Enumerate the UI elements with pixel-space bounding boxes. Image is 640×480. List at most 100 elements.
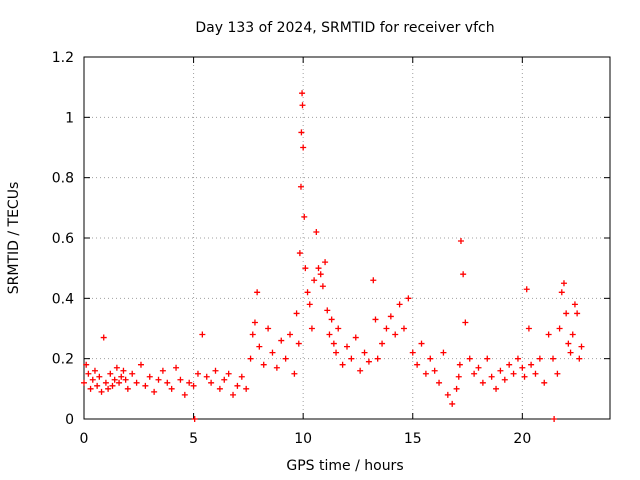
data-point: [330, 340, 337, 347]
data-point: [299, 90, 306, 97]
data-point: [521, 373, 528, 380]
data-point: [146, 373, 153, 380]
data-point: [556, 325, 563, 332]
data-point: [400, 325, 407, 332]
data-point: [514, 355, 521, 362]
axis-ticks: 0 0.2 0.4 0.6 0.8 1 1.2 0 5 10 15 20: [52, 50, 610, 447]
y-tick-label: 0.4: [52, 291, 74, 307]
data-point: [422, 370, 429, 377]
data-point: [168, 385, 175, 392]
data-point: [191, 416, 198, 422]
data-point: [344, 343, 350, 350]
data-point: [462, 319, 469, 326]
data-point: [578, 343, 585, 350]
data-point: [124, 385, 131, 392]
data-point: [287, 331, 294, 338]
data-point: [199, 331, 206, 338]
data-point: [190, 382, 197, 389]
data-point: [536, 355, 543, 362]
data-point: [379, 340, 386, 347]
data-point: [383, 325, 390, 332]
data-point: [87, 385, 94, 392]
data-point: [571, 301, 578, 308]
data-point: [387, 313, 394, 320]
data-point: [142, 382, 149, 389]
data-point: [212, 367, 219, 374]
data-point: [315, 265, 322, 272]
data-point: [300, 144, 307, 151]
data-point: [545, 331, 552, 338]
data-point: [234, 382, 241, 389]
data-point: [506, 361, 513, 368]
data-point: [111, 376, 118, 383]
data-point: [291, 370, 298, 377]
data-point: [488, 373, 495, 380]
data-point: [501, 376, 508, 383]
data-point: [372, 316, 379, 323]
data-point: [116, 379, 123, 386]
data-point: [576, 355, 583, 362]
data-point: [173, 364, 180, 371]
data-point: [374, 355, 381, 362]
x-tick-label: 0: [80, 431, 89, 447]
data-point: [96, 373, 103, 380]
data-point: [298, 129, 305, 136]
data-point: [528, 361, 535, 368]
data-point: [81, 379, 87, 386]
data-point: [155, 376, 162, 383]
data-point: [98, 388, 105, 395]
data-point: [91, 367, 98, 374]
data-point: [352, 334, 359, 341]
y-tick-label: 0.8: [52, 171, 74, 187]
data-point: [278, 337, 285, 344]
data-point: [497, 367, 504, 374]
data-point: [249, 331, 256, 338]
data-point: [396, 301, 403, 308]
data-point: [243, 385, 250, 392]
data-point: [296, 250, 303, 257]
data-point: [319, 283, 326, 290]
data-point: [324, 307, 331, 314]
x-tick-label: 15: [404, 431, 422, 447]
data-point: [569, 331, 576, 338]
data-point: [304, 289, 311, 296]
data-point: [455, 373, 462, 380]
data-point: [563, 310, 570, 317]
data-point: [574, 310, 581, 317]
data-point: [333, 349, 340, 356]
data-point: [460, 271, 467, 278]
data-point: [89, 376, 96, 383]
grid: [84, 57, 610, 419]
data-point: [550, 355, 557, 362]
data-point: [560, 280, 567, 287]
data-point: [370, 277, 377, 284]
data-point: [133, 379, 140, 386]
data-point: [405, 295, 412, 302]
data-point: [297, 183, 304, 190]
data-point: [122, 376, 129, 383]
data-point: [519, 364, 526, 371]
data-point: [427, 355, 434, 362]
data-points: [81, 90, 585, 422]
data-point: [361, 349, 368, 356]
data-point: [365, 358, 372, 365]
data-point: [471, 370, 478, 377]
data-point: [221, 376, 228, 383]
data-point: [238, 373, 245, 380]
data-point: [282, 355, 289, 362]
data-point: [181, 391, 188, 398]
data-point: [525, 325, 532, 332]
data-point: [449, 400, 456, 407]
data-point: [484, 355, 491, 362]
data-point: [541, 379, 548, 386]
data-point: [260, 361, 267, 368]
data-point: [113, 364, 120, 371]
data-point: [308, 325, 315, 332]
data-point: [151, 388, 158, 395]
data-point: [466, 355, 473, 362]
data-point: [293, 310, 300, 317]
y-tick-label: 0: [65, 412, 74, 428]
data-point: [273, 364, 280, 371]
data-point: [475, 364, 482, 371]
